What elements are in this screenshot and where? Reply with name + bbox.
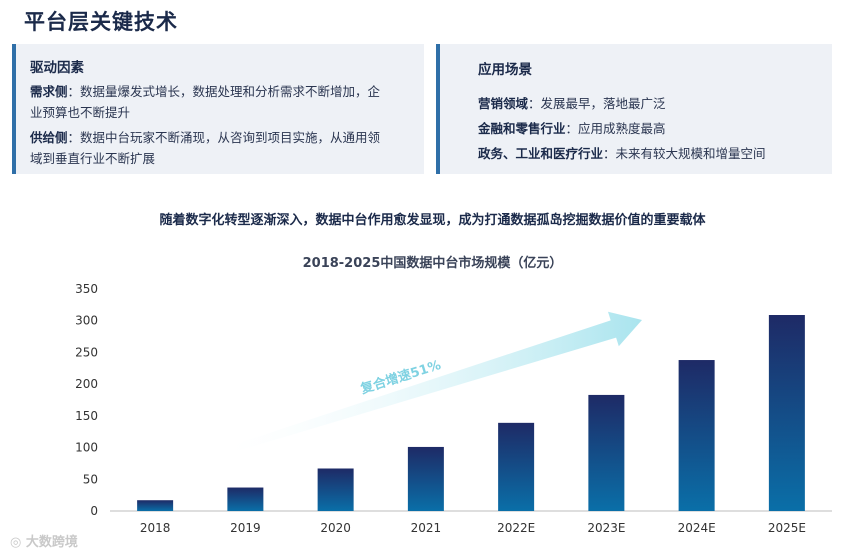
scenario-label: 金融和零售行业 <box>478 121 566 136</box>
scenarios-title: 应用场景 <box>478 62 532 78</box>
drivers-panel: 驱动因素 需求侧：数据量爆发式增长，数据处理和分析需求不断增加，企业预算也不断提… <box>12 44 424 174</box>
demand-paragraph: 需求侧：数据量爆发式增长，数据处理和分析需求不断增加，企业预算也不断提升 <box>30 81 390 123</box>
bar-2024E <box>678 360 715 511</box>
supply-label: 供给侧 <box>30 130 68 145</box>
demand-text: ：数据量爆发式增长，数据处理和分析需求不断增加，企业预算也不断提升 <box>30 84 381 120</box>
y-tick-label: 0 <box>90 504 98 518</box>
scenario-label: 政务、工业和医疗行业 <box>478 146 604 161</box>
scenario-text: ：发展最早，落地最广泛 <box>528 96 666 111</box>
scenario-item: 金融和零售行业：应用成熟度最高 <box>478 118 666 137</box>
bar-2023E <box>588 394 625 511</box>
y-tick-label: 250 <box>75 345 98 359</box>
x-tick-label: 2020 <box>320 521 351 535</box>
watermark-text: 大数跨境 <box>25 535 78 550</box>
chart-title: 2018-2025中国数据中台市场规模（亿元） <box>302 256 563 271</box>
y-tick-label: 200 <box>75 377 98 391</box>
watermark-logo: ◎ 大数跨境 <box>10 531 78 550</box>
page-title: 平台层关键技术 <box>24 10 178 34</box>
watermark-icon: ◎ <box>10 535 22 550</box>
y-tick-label: 350 <box>75 282 98 296</box>
bar-2025E <box>768 315 805 511</box>
scenario-text: ：应用成熟度最高 <box>565 121 666 136</box>
headline: 随着数字化转型逐渐深入，数据中台作用愈发显现，成为打通数据孤岛挖掘数据价值的重要… <box>159 213 706 228</box>
supply-text: ：数据中台玩家不断涌现，从咨询到项目实施，从通用领域到垂直行业不断扩展 <box>30 130 381 166</box>
scenario-label: 营销领域 <box>478 96 529 111</box>
x-tick-label: 2019 <box>230 521 261 535</box>
bar-2022E <box>498 422 535 511</box>
scenario-item: 政务、工业和医疗行业：未来有较大规模和增量空间 <box>478 143 766 162</box>
scenario-text: ：未来有较大规模和增量空间 <box>603 146 766 161</box>
y-tick-label: 50 <box>83 472 98 486</box>
bar-2019 <box>227 487 264 511</box>
x-tick-label: 2025E <box>768 521 806 535</box>
supply-paragraph: 供给侧：数据中台玩家不断涌现，从咨询到项目实施，从通用领域到垂直行业不断扩展 <box>30 127 390 169</box>
scenario-item: 营销领域：发展最早，落地最广泛 <box>478 93 666 112</box>
scenarios-panel: 应用场景 营销领域：发展最早，落地最广泛 金融和零售行业：应用成熟度最高 政务、… <box>436 44 832 174</box>
bar-2020 <box>317 468 354 511</box>
x-tick-label: 2018 <box>140 521 171 535</box>
x-tick-label: 2021 <box>411 521 442 535</box>
growth-arrow <box>230 311 642 453</box>
y-tick-label: 150 <box>75 409 98 423</box>
x-tick-label: 2024E <box>678 521 716 535</box>
y-tick-label: 300 <box>75 314 98 328</box>
bar-2018 <box>137 500 174 511</box>
bar-2021 <box>407 446 444 511</box>
y-tick-label: 100 <box>75 441 98 455</box>
demand-label: 需求侧 <box>30 84 68 99</box>
x-tick-label: 2022E <box>497 521 535 535</box>
drivers-title: 驱动因素 <box>30 60 84 76</box>
x-tick-label: 2023E <box>587 521 625 535</box>
